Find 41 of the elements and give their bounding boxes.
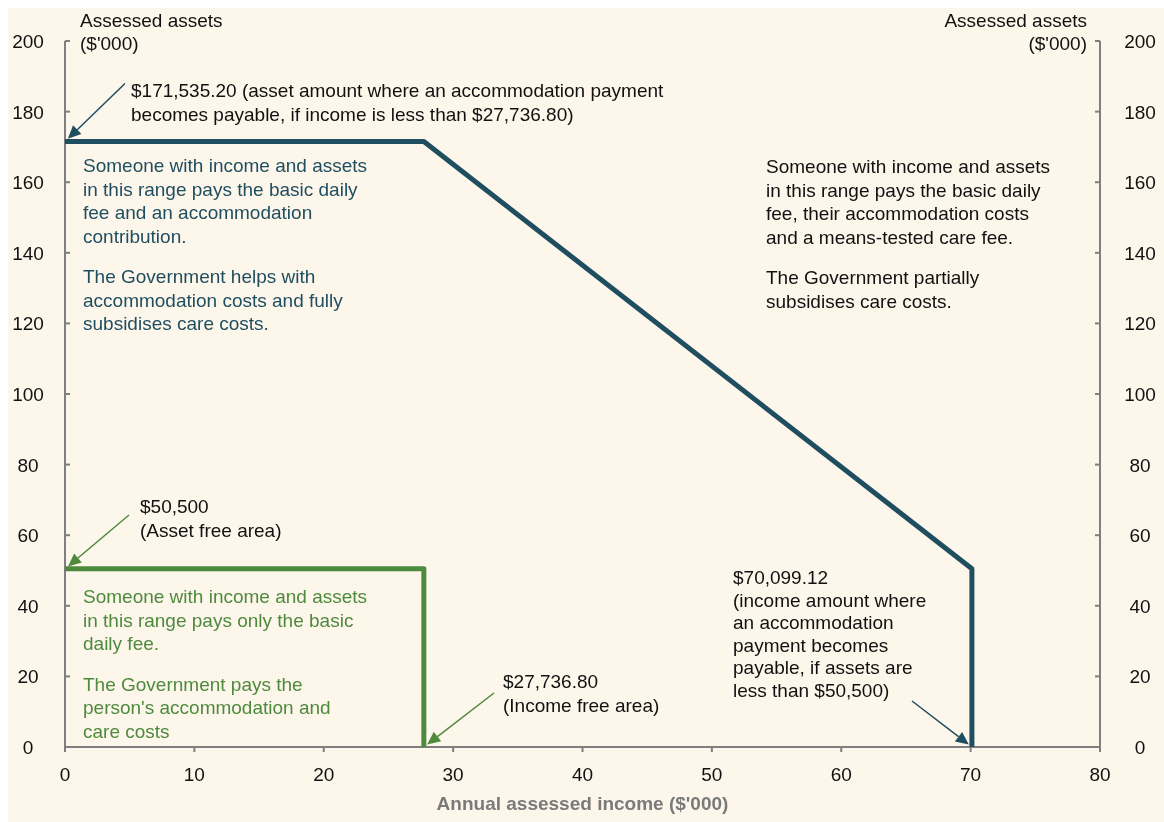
x-tick-label: 20 [313, 764, 335, 785]
y-tick-label: 80 [17, 454, 39, 476]
y-tick-label: 0 [22, 737, 34, 758]
y-axis-title: Assessed assets ($'000) [80, 10, 223, 54]
y2-tick-label: 0 [1134, 737, 1146, 758]
annotation: $50,500 (Asset free area) [140, 496, 282, 541]
y2-tick-label: 100 [1124, 384, 1156, 405]
y2-axis-title: Assessed assets ($'000) [944, 10, 1087, 54]
x-tick-label: 10 [183, 764, 205, 785]
y-tick-label: 40 [17, 595, 39, 617]
y-tick-label: 180 [12, 101, 44, 123]
y2-tick-label: 180 [1124, 101, 1156, 123]
annotation: $70,099.12 (income amount where an accommodation payment becomes payable, if assets are less than $50,500) [733, 567, 927, 701]
y2-tick-label: 20 [1129, 666, 1151, 688]
x-axis-title: Annual assessed income ($'000) [436, 793, 729, 814]
y2-tick-label: 60 [1129, 525, 1151, 547]
y2-tick-label: 140 [1124, 242, 1156, 264]
x-tick-label: 80 [1089, 764, 1111, 785]
x-tick-label: 40 [571, 764, 594, 785]
x-tick-label: 50 [701, 764, 723, 785]
y-tick-label: 60 [17, 525, 39, 547]
y2-tick-label: 160 [1124, 172, 1156, 194]
y2-tick-label: 40 [1129, 595, 1151, 617]
y2-tick-label: 200 [1124, 31, 1156, 52]
annotation: Someone with income and assets in this range pays the basic daily fee, their accommodation costs and a means-tested care fee. The Government partially subsidises care costs. [766, 156, 1051, 312]
x-tick-label: 30 [442, 764, 464, 785]
x-tick-label: 0 [59, 764, 71, 785]
y-tick-label: 140 [12, 242, 44, 264]
y2-tick-label: 120 [1124, 313, 1156, 335]
y-tick-label: 200 [12, 31, 44, 52]
y-tick-label: 20 [17, 666, 39, 688]
annotation: Someone with income and assets in this range pays only the basic daily fee. The Government pays the person's accommodation and care costs [83, 586, 368, 742]
annotation: $27,736.80 (Income free area) [503, 671, 660, 716]
x-tick-label: 60 [830, 764, 852, 785]
annotation: Someone with income and assets in this range pays the basic daily fee and an accommodation contribution. The Government helps with accommodation costs and fully subsidises care costs. [83, 155, 368, 334]
annotation: $171,535.20 (asset amount where an accommodation payment becomes payable, if income is less than $27,736.80) [131, 80, 665, 125]
y-tick-label: 100 [12, 384, 44, 405]
y-tick-label: 160 [12, 172, 44, 194]
y-tick-label: 120 [12, 313, 44, 335]
x-tick-label: 70 [960, 764, 982, 785]
y2-tick-label: 80 [1129, 454, 1151, 476]
